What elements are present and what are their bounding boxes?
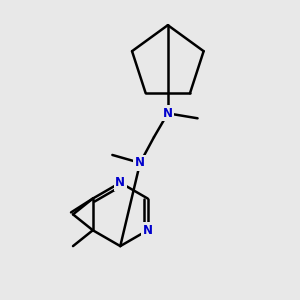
Text: N: N	[115, 176, 125, 189]
Text: N: N	[135, 156, 145, 170]
Text: N: N	[163, 107, 173, 120]
Text: N: N	[143, 224, 153, 237]
